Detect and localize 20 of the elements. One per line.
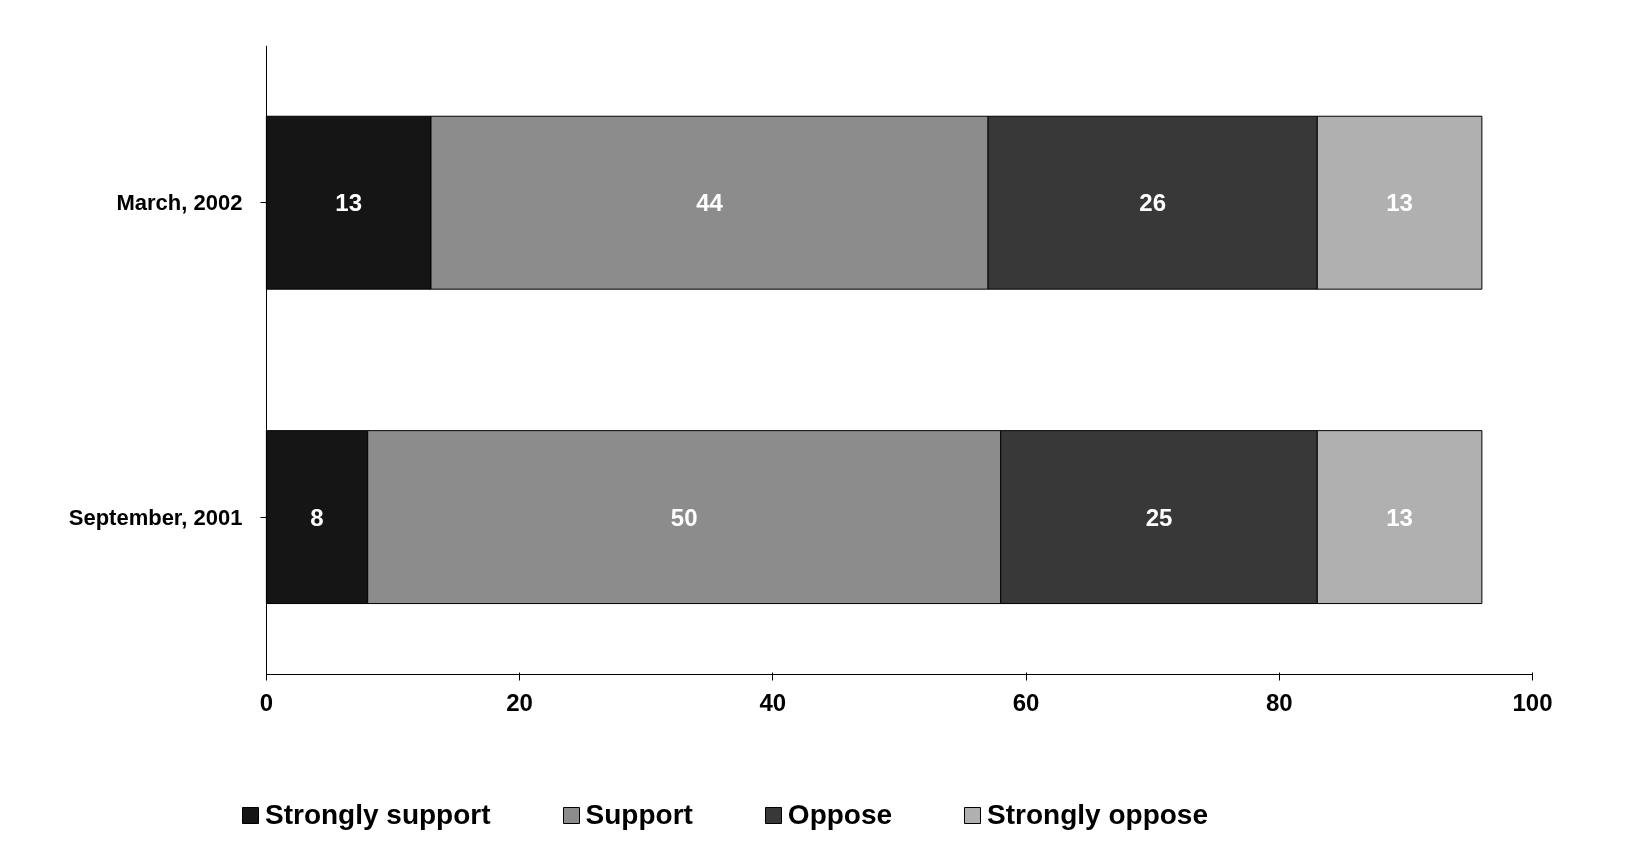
legend-label: Oppose [787,799,893,831]
y-tick-label: March, 2002 [116,190,243,216]
x-tick-label: 100 [1512,689,1553,717]
x-tick-label: 0 [259,689,274,717]
data-label: 50 [670,503,698,531]
data-label: 13 [335,189,363,217]
data-label: 44 [696,189,724,217]
legend-label: Support [585,799,693,831]
data-label: 13 [1386,503,1413,531]
data-label: 25 [1145,503,1173,531]
y-tick-label: September, 2001 [68,504,243,530]
data-label: 13 [1386,189,1413,217]
x-tick-label: 40 [759,689,787,717]
legend-label: Strongly support [265,799,491,831]
x-tick-label: 20 [506,689,533,717]
data-label: 26 [1139,189,1167,217]
x-tick-label: 60 [1012,689,1040,717]
data-label: 8 [310,503,324,531]
x-tick-label: 80 [1265,689,1293,717]
legend-label: Strongly oppose [987,799,1208,831]
